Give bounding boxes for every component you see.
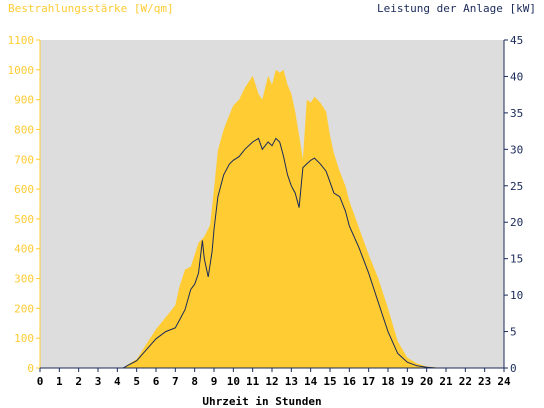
axes-layer: 0100200300400500600700800900100011000510… <box>8 34 524 388</box>
x-tick-label: 19 <box>401 375 414 388</box>
x-tick-label: 5 <box>133 375 140 388</box>
x-tick-label: 0 <box>37 375 44 388</box>
left-tick-label: 1100 <box>8 34 35 47</box>
left-tick-label: 900 <box>14 94 34 107</box>
series-layer <box>40 69 504 369</box>
left-tick-label: 400 <box>14 243 34 256</box>
x-tick-label: 18 <box>381 375 394 388</box>
x-tick-label: 8 <box>191 375 198 388</box>
x-tick-label: 16 <box>343 375 357 388</box>
left-tick-label: 800 <box>14 123 34 136</box>
x-tick-label: 4 <box>114 375 121 388</box>
x-tick-label: 10 <box>227 375 240 388</box>
x-tick-label: 24 <box>497 375 511 388</box>
right-tick-label: 20 <box>510 216 523 229</box>
x-tick-label: 1 <box>56 375 63 388</box>
x-tick-label: 7 <box>172 375 179 388</box>
right-tick-label: 45 <box>510 34 523 47</box>
left-tick-label: 500 <box>14 213 34 226</box>
left-tick-label: 200 <box>14 302 34 315</box>
right-axis-title: Leistung der Anlage [kW] <box>377 2 536 15</box>
left-tick-label: 700 <box>14 153 34 166</box>
x-tick-label: 23 <box>478 375 491 388</box>
x-tick-label: 9 <box>211 375 218 388</box>
right-tick-label: 15 <box>510 253 523 266</box>
x-tick-label: 12 <box>265 375 278 388</box>
x-tick-label: 21 <box>439 375 453 388</box>
left-tick-label: 600 <box>14 183 34 196</box>
right-tick-label: 0 <box>510 362 517 375</box>
left-tick-label: 100 <box>14 332 34 345</box>
right-tick-label: 35 <box>510 107 523 120</box>
x-tick-label: 20 <box>420 375 433 388</box>
x-tick-label: 2 <box>75 375 82 388</box>
right-tick-label: 25 <box>510 180 523 193</box>
x-tick-label: 14 <box>304 375 318 388</box>
right-tick-label: 30 <box>510 143 523 156</box>
x-tick-label: 6 <box>153 375 160 388</box>
right-tick-label: 40 <box>510 70 523 83</box>
left-axis-title: Bestrahlungsstärke [W/qm] <box>8 2 174 15</box>
x-tick-label: 15 <box>323 375 336 388</box>
left-tick-label: 1000 <box>8 64 35 77</box>
right-tick-label: 10 <box>510 289 523 302</box>
left-tick-label: 300 <box>14 273 34 286</box>
irradiance-area <box>40 69 504 369</box>
x-tick-label: 13 <box>285 375 298 388</box>
x-axis-label: Uhrzeit in Stunden <box>202 395 321 408</box>
left-tick-label: 0 <box>27 362 34 375</box>
power-line <box>40 137 504 369</box>
x-tick-label: 11 <box>246 375 260 388</box>
x-tick-label: 17 <box>362 375 375 388</box>
x-tick-label: 3 <box>95 375 102 388</box>
x-tick-label: 22 <box>459 375 472 388</box>
right-tick-label: 5 <box>510 326 517 339</box>
